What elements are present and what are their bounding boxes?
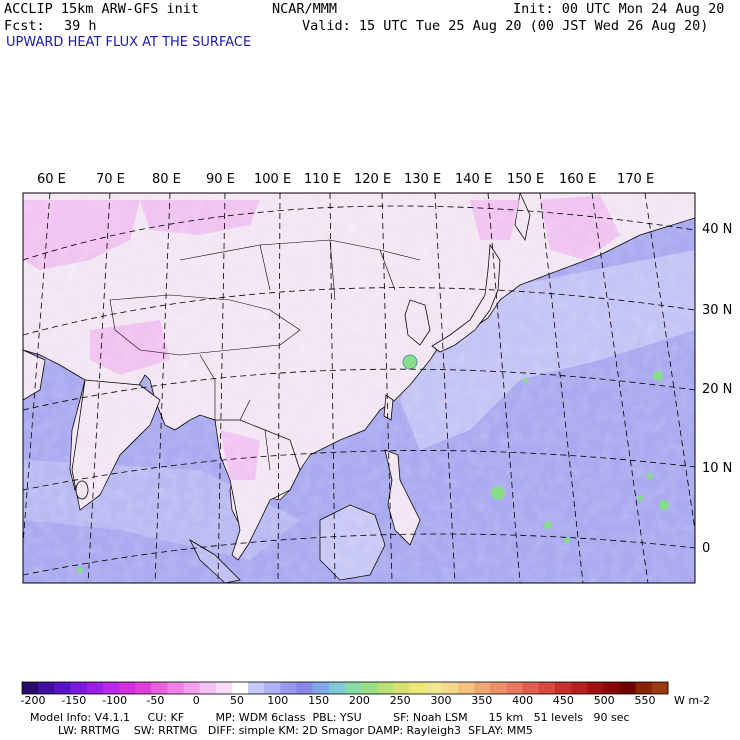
colorbar-swatch — [231, 682, 249, 694]
colorbar-swatch — [22, 682, 39, 694]
colorbar-tick-label: 300 — [430, 694, 452, 707]
colorbar-tick-label: 250 — [389, 694, 411, 707]
lon-label: 110 E — [304, 172, 342, 187]
colorbar-swatch — [425, 682, 443, 694]
colorbar-swatch — [635, 682, 653, 694]
green-cells — [77, 354, 669, 573]
init-time: Init: 00 UTC Mon 24 Aug 20 — [513, 1, 725, 17]
lon-label: 100 E — [254, 172, 292, 187]
colorbar-swatch — [70, 682, 88, 694]
colorbar-swatch — [474, 682, 491, 694]
colorbar-swatch — [102, 682, 120, 694]
colorbar-tick-label: -100 — [102, 694, 128, 707]
lon-label: 170 E — [617, 172, 655, 187]
colorbar-tick-label: 550 — [634, 694, 656, 707]
colorbar-tick-label: 150 — [308, 694, 330, 707]
lat-label: 40 N — [702, 222, 733, 237]
lon-label: 150 E — [507, 172, 545, 187]
colorbar-swatch — [651, 682, 669, 694]
colorbar-swatch — [571, 682, 588, 694]
colorbar-swatch — [554, 682, 572, 694]
org-label: NCAR/MMM — [272, 1, 338, 17]
colorbar-tick-label: 50 — [230, 694, 244, 707]
colorbar-swatch — [199, 682, 217, 694]
lon-label: 130 E — [404, 172, 442, 187]
colorbar-tick-label: 350 — [471, 694, 493, 707]
colorbar-swatch — [506, 682, 524, 694]
colorbar-swatch — [458, 682, 475, 694]
lon-label: 90 E — [206, 172, 235, 187]
plateau-contour — [109, 294, 301, 356]
colorbar-swatch — [215, 682, 233, 694]
colorbar-swatch — [312, 682, 330, 694]
colorbar-swatch — [54, 682, 71, 694]
lat-label: 20 N — [702, 382, 733, 397]
colorbar-swatch — [151, 682, 168, 694]
lat-label: 10 N — [702, 461, 733, 476]
colorbar-swatch — [248, 682, 265, 694]
fcst-label: Fcst: — [4, 18, 45, 34]
colorbar-swatch — [377, 682, 394, 694]
colorbar-swatch — [522, 682, 540, 694]
colorbar-swatch — [183, 682, 201, 694]
colorbar-swatch — [490, 682, 507, 694]
colorbar-swatch — [587, 682, 604, 694]
lon-label: 140 E — [455, 172, 493, 187]
model-title: ACCLIP 15km ARW-GFS init — [4, 1, 200, 17]
colorbar-swatch — [345, 682, 362, 694]
map-frame — [22, 192, 696, 584]
colorbar-tick-label: 450 — [552, 694, 574, 707]
model-info-line2: LW: RRTMG SW: RRTMG DIFF: simple KM: 2D … — [30, 724, 533, 737]
colorbar-swatch — [264, 682, 281, 694]
lon-label: 80 E — [152, 172, 181, 187]
colorbar-swatch — [603, 682, 621, 694]
colorbar-swatch — [86, 682, 104, 694]
colorbar-tick-label: 100 — [267, 694, 289, 707]
graticule — [23, 193, 695, 583]
colorbar-tick-label: 0 — [192, 694, 200, 707]
model-info-line1: Model Info: V4.1.1 CU: KF MP: WDM 6class… — [30, 711, 630, 724]
colorbar-swatch — [38, 682, 55, 694]
noise-texture — [23, 193, 695, 583]
lon-label: 160 E — [559, 172, 597, 187]
colorbar-tick-label: -150 — [61, 694, 87, 707]
lon-label: 60 E — [37, 172, 66, 187]
field-title: UPWARD HEAT FLUX AT THE SURFACE — [6, 35, 252, 50]
colorbar-swatch — [441, 682, 459, 694]
colorbar-tick-label: -50 — [146, 694, 165, 707]
lat-label: 0 — [702, 541, 711, 556]
colorbar-swatch — [538, 682, 556, 694]
fcst-value: 39 h — [64, 18, 97, 34]
colorbar-swatch — [118, 682, 136, 694]
colorbar-swatch — [361, 682, 378, 694]
colorbar-tick-label: 500 — [593, 694, 615, 707]
colorbar-swatch — [135, 682, 152, 694]
colorbar-swatch — [409, 682, 427, 694]
border-lines — [179, 239, 421, 471]
colorbar-tick-label: -200 — [20, 694, 46, 707]
lon-label: 70 E — [96, 172, 125, 187]
colorbar-tick-label: 200 — [348, 694, 370, 707]
colorbar-swatch — [328, 682, 346, 694]
colorbar-unit: W m-2 — [674, 694, 711, 707]
lon-label: 120 E — [354, 172, 392, 187]
colorbar — [21, 681, 669, 695]
colorbar-frame — [21, 681, 669, 695]
colorbar-tick-label: 400 — [512, 694, 534, 707]
colorbar-swatch — [296, 682, 314, 694]
colorbar-swatch — [167, 682, 184, 694]
lat-label: 30 N — [702, 303, 733, 318]
colorbar-swatch — [280, 682, 298, 694]
colorbar-swatch — [619, 682, 637, 694]
colorbar-swatch — [393, 682, 411, 694]
valid-time: Valid: 15 UTC Tue 25 Aug 20 (00 JST Wed … — [302, 18, 709, 34]
